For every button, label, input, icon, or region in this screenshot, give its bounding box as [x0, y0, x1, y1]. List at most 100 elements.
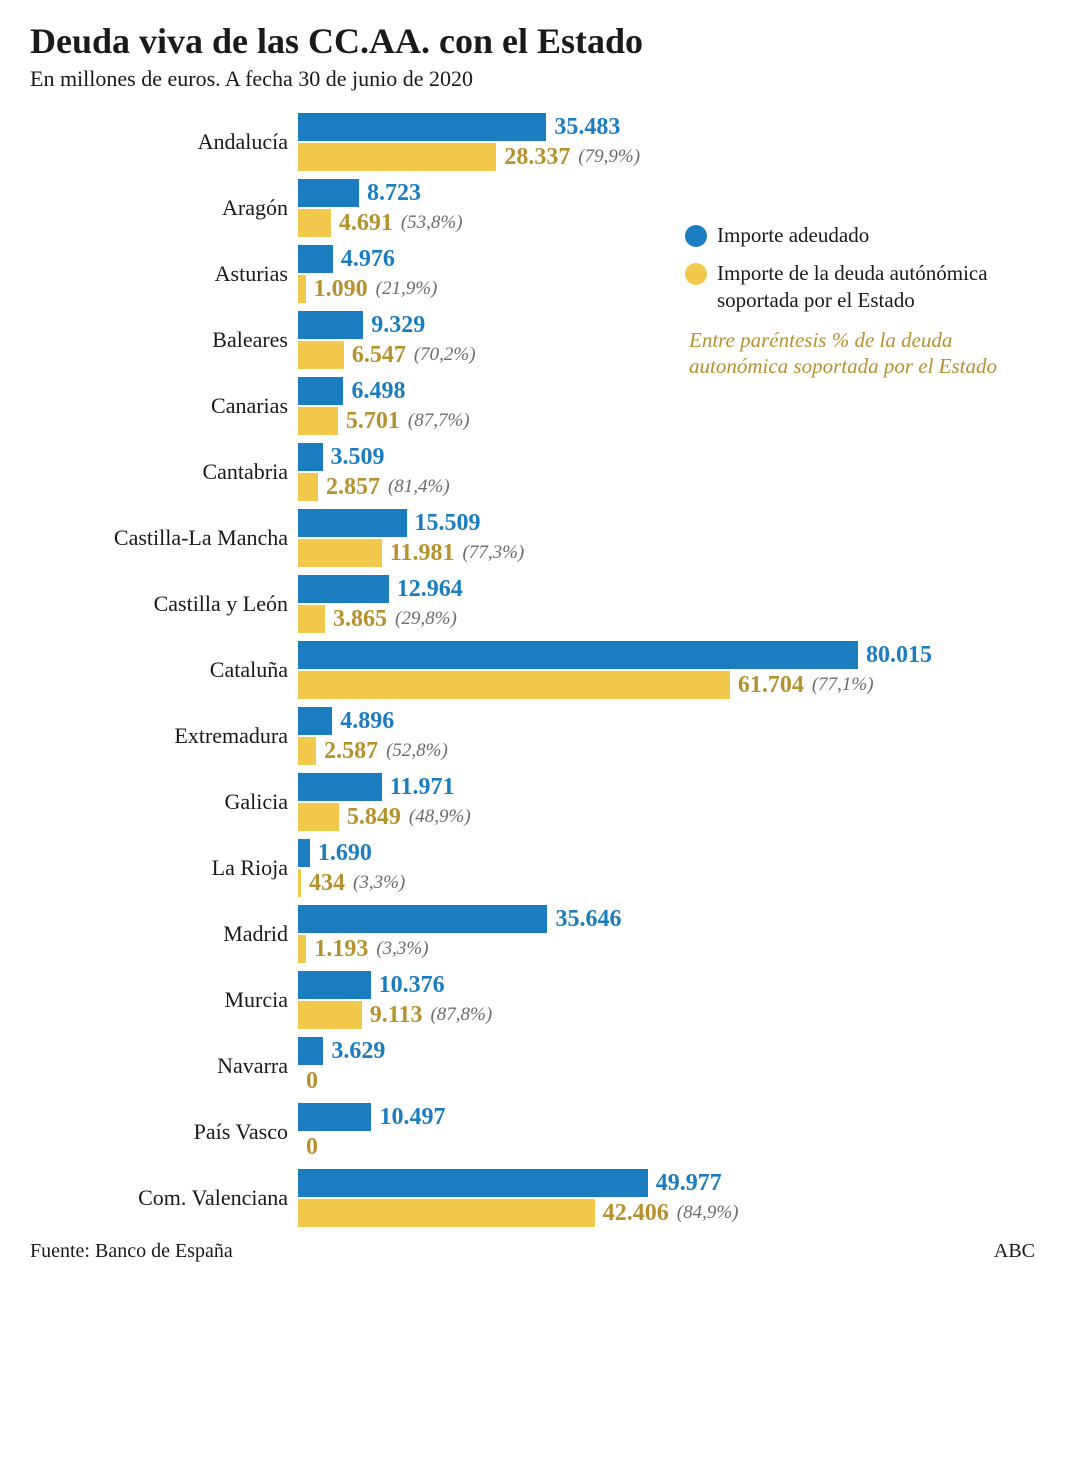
chart-area: Andalucía35.48328.337(79,9%)Aragón8.7234… — [30, 112, 1035, 1228]
pct-label: (84,9%) — [669, 1202, 739, 1224]
region-row: Com. Valenciana49.97742.406(84,9%) — [30, 1168, 1035, 1228]
value-state: 28.337 — [496, 144, 570, 171]
brand-text: ABC — [994, 1240, 1035, 1263]
region-row: Galicia11.9715.849(48,9%) — [30, 772, 1035, 832]
region-label: Murcia — [30, 987, 298, 1013]
region-label: Canarias — [30, 393, 298, 419]
pct-label: (48,9%) — [401, 806, 471, 828]
value-state: 434 — [301, 870, 345, 897]
value-owed: 3.629 — [323, 1038, 385, 1065]
bar-owed — [298, 179, 359, 207]
legend-label-owed: Importe adeudado — [717, 222, 869, 248]
bar-state — [298, 1199, 595, 1227]
value-owed: 10.376 — [371, 972, 445, 999]
region-label: Cataluña — [30, 657, 298, 683]
legend-label-state: Importe de la deuda autónómica soportada… — [717, 260, 1005, 313]
bar-row-state: 61.704(77,1%) — [298, 670, 1035, 700]
pct-label: (52,8%) — [378, 740, 448, 762]
bar-row-owed: 3.509 — [298, 442, 1035, 472]
bars-col: 4.8962.587(52,8%) — [298, 706, 1035, 766]
bar-owed — [298, 773, 382, 801]
bar-owed — [298, 707, 332, 735]
region-label: Extremadura — [30, 723, 298, 749]
value-state: 61.704 — [730, 672, 804, 699]
bar-owed — [298, 377, 343, 405]
bar-state — [298, 737, 316, 765]
bar-state — [298, 407, 338, 435]
value-owed: 6.498 — [343, 378, 405, 405]
bar-state — [298, 605, 325, 633]
bar-row-state: 2.587(52,8%) — [298, 736, 1035, 766]
bar-state — [298, 473, 318, 501]
bar-row-owed: 11.971 — [298, 772, 1035, 802]
bars-col: 15.50911.981(77,3%) — [298, 508, 1035, 568]
pct-label: (21,9%) — [368, 278, 438, 300]
bar-row-state: 5.849(48,9%) — [298, 802, 1035, 832]
bar-row-state: 2.857(81,4%) — [298, 472, 1035, 502]
bar-owed — [298, 245, 333, 273]
value-owed: 15.509 — [407, 510, 481, 537]
bar-owed — [298, 575, 389, 603]
bar-state — [298, 935, 306, 963]
legend-item-owed: Importe adeudado — [685, 222, 1005, 248]
value-state: 4.691 — [331, 210, 393, 237]
value-state: 5.701 — [338, 408, 400, 435]
value-owed: 4.896 — [332, 708, 394, 735]
legend-note: Entre paréntesis % de la deuda autonómic… — [685, 327, 1005, 380]
bars-col: 3.6290 — [298, 1036, 1035, 1096]
bar-owed — [298, 509, 407, 537]
region-label: Castilla-La Mancha — [30, 525, 298, 551]
bar-row-state: 28.337(79,9%) — [298, 142, 1035, 172]
bar-row-state: 0 — [298, 1066, 1035, 1096]
bar-row-owed: 35.483 — [298, 112, 1035, 142]
region-label: Com. Valenciana — [30, 1185, 298, 1211]
bar-state — [298, 803, 339, 831]
bar-state — [298, 1001, 362, 1029]
bar-owed — [298, 443, 323, 471]
bar-row-owed: 4.896 — [298, 706, 1035, 736]
region-label: Andalucía — [30, 129, 298, 155]
value-owed: 8.723 — [359, 180, 421, 207]
region-label: Madrid — [30, 921, 298, 947]
bar-row-owed: 12.964 — [298, 574, 1035, 604]
region-label: Asturias — [30, 261, 298, 287]
bar-row-owed: 1.690 — [298, 838, 1035, 868]
value-state: 2.857 — [318, 474, 380, 501]
bars-col: 49.97742.406(84,9%) — [298, 1168, 1035, 1228]
bar-row-owed: 15.509 — [298, 508, 1035, 538]
bar-row-owed: 80.015 — [298, 640, 1035, 670]
bar-owed — [298, 113, 546, 141]
bar-row-state: 1.193(3,3%) — [298, 934, 1035, 964]
value-state: 6.547 — [344, 342, 406, 369]
value-owed: 12.964 — [389, 576, 463, 603]
pct-label: (77,3%) — [455, 542, 525, 564]
bar-row-state: 0 — [298, 1132, 1035, 1162]
value-owed: 80.015 — [858, 642, 932, 669]
value-state: 0 — [298, 1068, 318, 1095]
bars-col: 1.690434(3,3%) — [298, 838, 1035, 898]
region-label: Galicia — [30, 789, 298, 815]
value-state: 5.849 — [339, 804, 401, 831]
bars-col: 11.9715.849(48,9%) — [298, 772, 1035, 832]
region-row: Navarra3.6290 — [30, 1036, 1035, 1096]
bar-state — [298, 143, 496, 171]
legend-dot-blue — [685, 225, 707, 247]
pct-label: (87,7%) — [400, 410, 470, 432]
bar-owed — [298, 1169, 648, 1197]
pct-label: (87,8%) — [422, 1004, 492, 1026]
bar-row-owed: 10.376 — [298, 970, 1035, 1000]
region-label: La Rioja — [30, 855, 298, 881]
footer: Fuente: Banco de España ABC — [30, 1240, 1035, 1263]
pct-label: (3,3%) — [345, 872, 405, 894]
pct-label: (53,8%) — [393, 212, 463, 234]
bar-row-owed: 8.723 — [298, 178, 1035, 208]
bar-row-state: 9.113(87,8%) — [298, 1000, 1035, 1030]
bar-state — [298, 341, 344, 369]
pct-label: (79,9%) — [570, 146, 640, 168]
bar-state — [298, 275, 306, 303]
bar-row-state: 11.981(77,3%) — [298, 538, 1035, 568]
value-owed: 35.483 — [546, 114, 620, 141]
bar-state — [298, 539, 382, 567]
legend: Importe adeudado Importe de la deuda aut… — [685, 222, 1005, 379]
region-row: Castilla-La Mancha15.50911.981(77,3%) — [30, 508, 1035, 568]
